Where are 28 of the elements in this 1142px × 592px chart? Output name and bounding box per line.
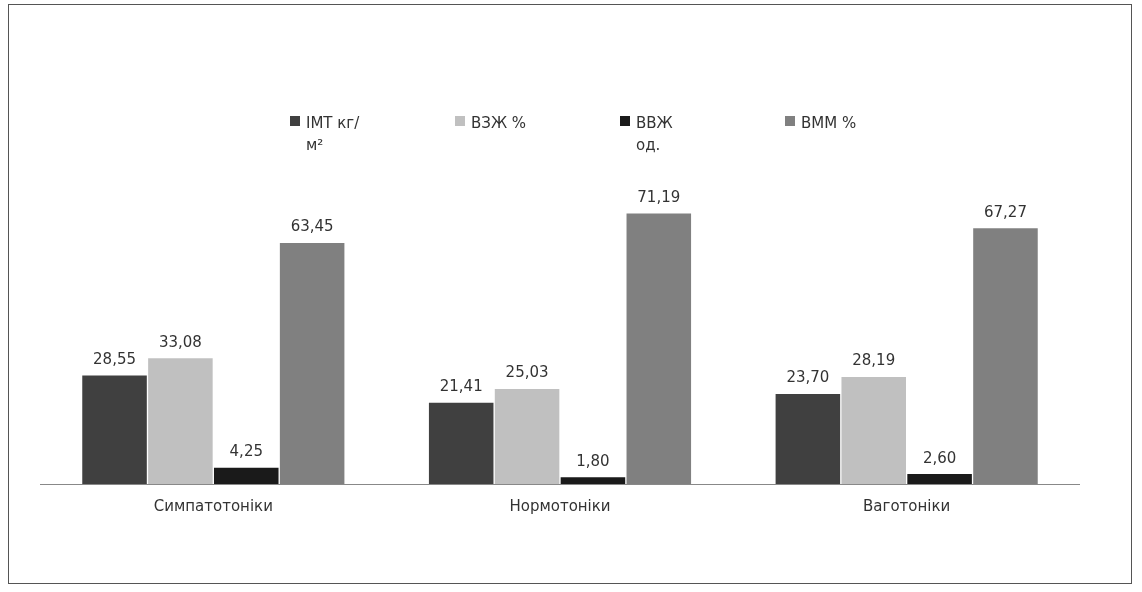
- x-tick-label: Нормотоніки: [509, 496, 611, 515]
- data-label: 4,25: [229, 442, 263, 461]
- bar: [560, 477, 626, 484]
- data-label: 33,08: [158, 332, 202, 351]
- bar: [82, 375, 147, 484]
- bar: [841, 376, 907, 484]
- data-label: 23,70: [786, 368, 830, 387]
- legend-label: ІМТ кг/м²: [306, 113, 361, 156]
- bar: [213, 467, 279, 484]
- bar: [907, 474, 972, 484]
- data-label: 25,03: [505, 363, 549, 382]
- bar: [428, 402, 494, 484]
- legend-label: ВММ %: [801, 113, 858, 134]
- data-label: 21,41: [439, 377, 483, 396]
- legend-label: ВЗЖ %: [471, 113, 528, 134]
- data-label: 1,80: [576, 451, 610, 470]
- bar: [148, 358, 213, 484]
- x-tick-label: Ваготоніки: [863, 496, 951, 515]
- data-label: 28,55: [93, 349, 137, 368]
- data-label: 63,45: [290, 217, 334, 236]
- data-label: 2,60: [922, 448, 957, 467]
- bar: [494, 388, 560, 484]
- data-label: 67,27: [983, 202, 1027, 221]
- x-tick-label: Симпатотоніки: [153, 496, 273, 515]
- data-label: 28,19: [852, 351, 896, 370]
- data-label: 71,19: [637, 187, 681, 206]
- legend-label: ВВЖ од.: [636, 113, 674, 156]
- bar: [775, 393, 841, 484]
